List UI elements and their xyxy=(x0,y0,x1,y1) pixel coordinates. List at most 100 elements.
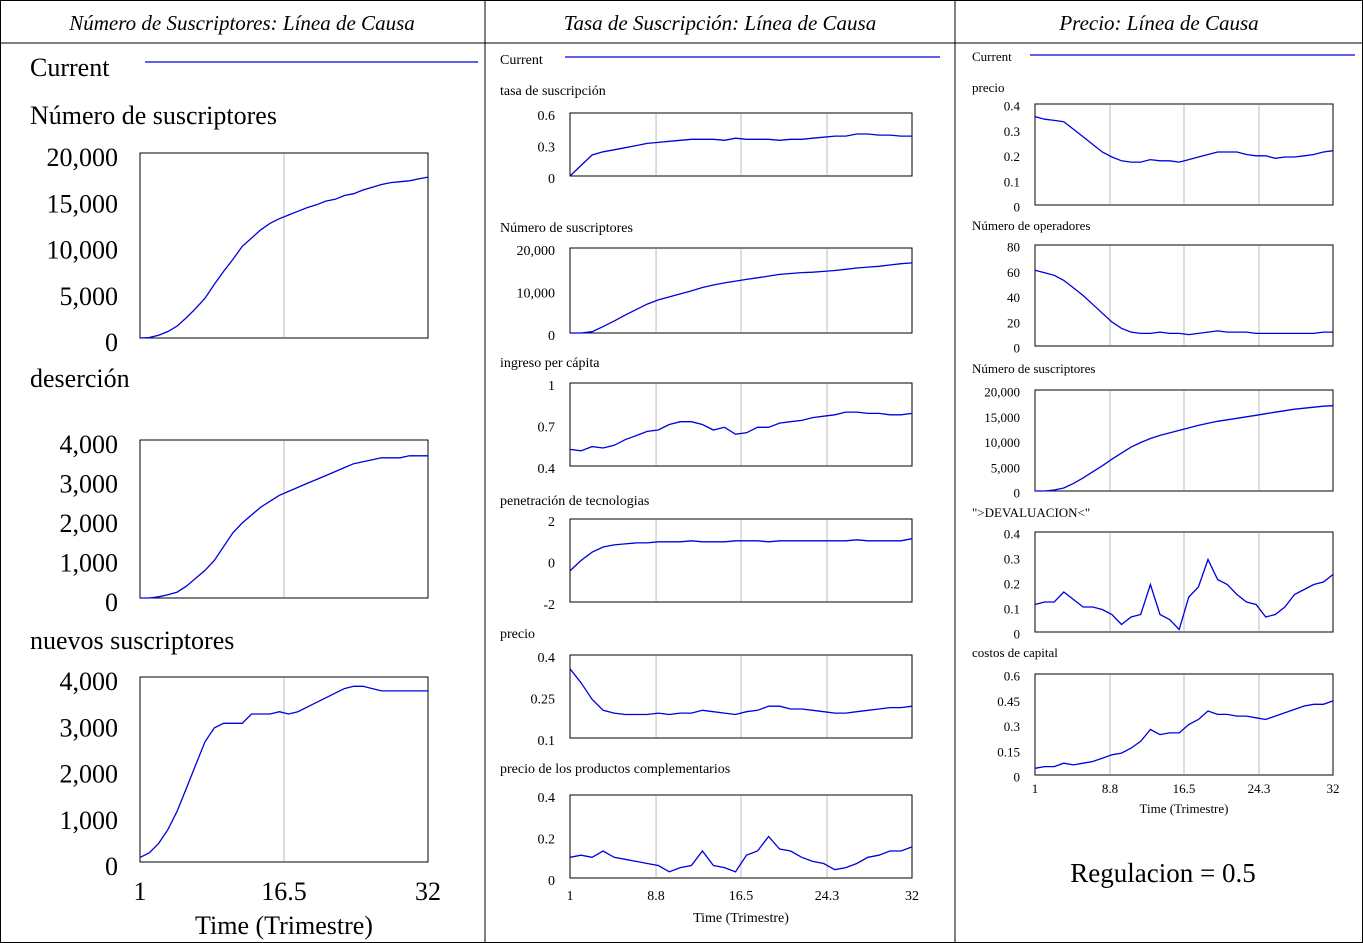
y-tick-label: 0 xyxy=(105,852,118,881)
y-tick-label: 20,000 xyxy=(984,385,1020,400)
y-tick-label: 0 xyxy=(1014,627,1021,642)
x-tick-label: 24.3 xyxy=(1248,781,1271,796)
x-tick-label: 32 xyxy=(415,877,441,906)
series-line xyxy=(1034,557,1334,631)
chart-title: Número de suscriptores xyxy=(500,221,633,236)
chart-title: ingreso per cápita xyxy=(500,356,600,371)
chart-title: Número de suscriptores xyxy=(972,361,1095,376)
y-tick-label: 80 xyxy=(1007,240,1020,255)
x-tick-label: 1 xyxy=(1032,781,1039,796)
y-tick-label: 0.15 xyxy=(997,744,1020,759)
y-tick-label: 0 xyxy=(548,172,555,187)
series-line xyxy=(569,835,913,873)
y-tick-label: 60 xyxy=(1007,265,1020,280)
x-tick-label: 8.8 xyxy=(1102,781,1118,796)
y-tick-label: 5,000 xyxy=(991,460,1020,475)
y-tick-label: 40 xyxy=(1007,290,1020,305)
y-tick-label: 0.45 xyxy=(997,694,1020,709)
y-tick-label: 15,000 xyxy=(47,189,119,218)
y-tick-label: 0.4 xyxy=(1004,99,1021,114)
x-tick-label: 32 xyxy=(1327,781,1340,796)
chart-title: nuevos suscriptores xyxy=(30,626,234,655)
series-line xyxy=(139,176,429,339)
chart-title: precio xyxy=(972,80,1004,95)
y-tick-label: 0.2 xyxy=(1004,577,1020,592)
y-tick-label: 0 xyxy=(548,874,555,889)
series-line xyxy=(1034,700,1334,769)
y-tick-label: -2 xyxy=(543,598,555,613)
legend-label: Current xyxy=(972,49,1012,64)
panel-title: Número de Suscriptores: Línea de Causa xyxy=(68,11,415,35)
y-tick-label: 0.25 xyxy=(531,692,556,707)
panel-title: Tasa de Suscripción: Línea de Causa xyxy=(564,11,876,35)
x-tick-label: 16.5 xyxy=(1173,781,1196,796)
series-line xyxy=(569,411,913,452)
chart-title: tasa de suscripción xyxy=(500,84,606,99)
y-tick-label: 0 xyxy=(105,328,118,357)
series-line xyxy=(140,455,428,599)
x-tick-label: 1 xyxy=(134,877,147,906)
y-tick-label: 0 xyxy=(1014,770,1021,785)
y-tick-label: 20,000 xyxy=(517,244,556,259)
y-tick-label: 10,000 xyxy=(47,236,119,265)
chart-title: penetración de tecnologias xyxy=(500,494,649,509)
y-tick-label: 0 xyxy=(548,329,555,344)
x-axis-label: Time (Trimestre) xyxy=(195,911,373,940)
y-tick-label: 2 xyxy=(548,515,555,530)
y-tick-label: 0.1 xyxy=(538,734,556,749)
series-line xyxy=(569,133,912,177)
y-tick-label: 0.4 xyxy=(1004,527,1021,542)
y-tick-label: 0.3 xyxy=(1004,719,1020,734)
chart-title: Número de suscriptores xyxy=(30,101,277,130)
y-tick-label: 0.4 xyxy=(538,791,556,806)
y-tick-label: 15,000 xyxy=(984,410,1020,425)
y-tick-label: 20,000 xyxy=(47,143,119,172)
x-axis-label: Time (Trimestre) xyxy=(1140,801,1229,816)
y-tick-label: 0 xyxy=(1014,200,1021,215)
y-tick-label: 0.1 xyxy=(1004,602,1020,617)
chart-title: Número de operadores xyxy=(972,218,1090,233)
x-tick-label: 16.5 xyxy=(261,877,307,906)
y-tick-label: 0.2 xyxy=(538,832,556,847)
y-tick-label: 0.3 xyxy=(1004,124,1020,139)
chart-title: ">DEVALUACION<" xyxy=(972,505,1090,520)
y-tick-label: 0.3 xyxy=(538,140,556,155)
y-tick-label: 0 xyxy=(105,588,118,617)
series-line xyxy=(1035,405,1334,492)
annotation: Regulacion = 0.5 xyxy=(1070,858,1255,888)
y-tick-label: 0.6 xyxy=(538,109,556,124)
x-tick-label: 16.5 xyxy=(729,889,754,904)
panel-title: Precio: Línea de Causa xyxy=(1058,11,1258,35)
y-tick-label: 1 xyxy=(548,379,555,394)
y-tick-label: 0.4 xyxy=(538,462,556,477)
y-tick-label: 4,000 xyxy=(60,430,119,459)
y-tick-label: 0 xyxy=(548,556,555,571)
y-tick-label: 10,000 xyxy=(517,286,556,301)
y-tick-label: 10,000 xyxy=(984,435,1020,450)
series-line xyxy=(569,668,913,716)
series-line xyxy=(1034,269,1333,336)
x-tick-label: 32 xyxy=(905,889,919,904)
y-tick-label: 1,000 xyxy=(60,806,119,835)
legend-label: Current xyxy=(500,53,543,68)
chart-title: precio xyxy=(500,627,535,642)
y-tick-label: 0.7 xyxy=(538,420,556,435)
y-tick-label: 0.1 xyxy=(1004,174,1020,189)
y-tick-label: 0 xyxy=(1014,341,1021,356)
chart-title: precio de los productos complementarios xyxy=(500,762,730,777)
y-tick-label: 0.3 xyxy=(1004,552,1020,567)
y-tick-label: 5,000 xyxy=(60,282,119,311)
y-tick-label: 1,000 xyxy=(60,549,119,578)
y-tick-label: 2,000 xyxy=(60,760,119,789)
series-line xyxy=(1034,115,1334,163)
y-tick-label: 4,000 xyxy=(60,667,119,696)
legend-label: Current xyxy=(30,53,110,82)
chart-title: costos de capital xyxy=(972,645,1058,660)
y-tick-label: 3,000 xyxy=(60,470,119,499)
x-axis-label: Time (Trimestre) xyxy=(693,911,789,926)
chart-title: deserción xyxy=(30,364,130,393)
y-tick-label: 20 xyxy=(1007,315,1020,330)
y-tick-label: 0.4 xyxy=(538,651,556,666)
y-tick-label: 3,000 xyxy=(60,713,119,742)
